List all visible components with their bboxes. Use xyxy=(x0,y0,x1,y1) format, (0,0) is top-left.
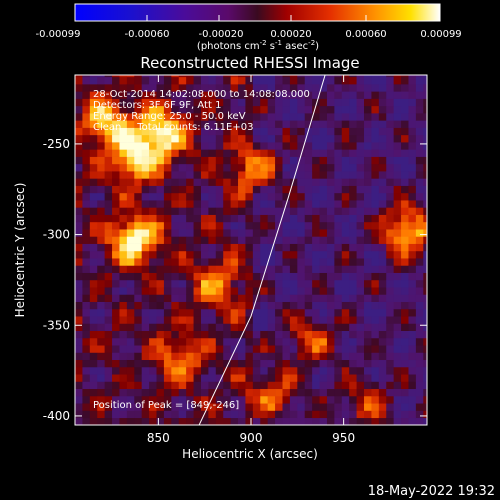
y-tick-label: -350 xyxy=(43,318,70,332)
colorbar-tick-label: -0.00060 xyxy=(125,29,170,40)
x-tick-label: 900 xyxy=(240,431,263,445)
y-tick-label: -250 xyxy=(43,137,70,151)
x-tick-label: 850 xyxy=(147,431,170,445)
colorbar-unit-label: (photons cm-2 s-1 asec-2) xyxy=(197,39,319,52)
annotation-energy-range: Energy Range: 25.0 - 50.0 keV xyxy=(93,111,246,122)
x-axis-ticks: 850 900 950 xyxy=(147,75,355,445)
annotation-time-range: 28-Oct-2014 14:02:08.000 to 14:08:08.000 xyxy=(93,89,310,100)
y-tick-label: -400 xyxy=(43,409,70,423)
y-tick-label: -300 xyxy=(43,228,70,242)
x-tick-label: 950 xyxy=(332,431,355,445)
annotation-counts: Clean Total counts: 6.11E+03 xyxy=(93,122,253,133)
y-axis-label: Heliocentric Y (arcsec) xyxy=(13,183,27,318)
x-axis-label: Heliocentric X (arcsec) xyxy=(182,447,318,461)
chart-title: Reconstructed RHESSI Image xyxy=(140,54,359,72)
y-axis-ticks: -250 -300 -350 -400 xyxy=(43,137,427,423)
footer-date: 18-May-2022 19:32 xyxy=(368,484,495,499)
colorbar-tick-label: 0.00060 xyxy=(345,29,386,40)
annotation-detectors: Detectors: 3F 6F 9F, Att 1 xyxy=(93,100,221,111)
colorbar-tick-label: 0.00099 xyxy=(420,29,461,40)
colorbar-tick-label: -0.00099 xyxy=(36,29,81,40)
heatmap-image xyxy=(75,75,427,425)
limb-line xyxy=(198,75,326,425)
colorbar-tick-label: 0.00020 xyxy=(270,29,311,40)
colorbar xyxy=(74,3,441,22)
annotation-peak-position: Position of Peak = [849,-246] xyxy=(93,400,239,411)
colorbar-ticks xyxy=(74,15,441,21)
colorbar-tick-label: -0.00020 xyxy=(199,29,244,40)
